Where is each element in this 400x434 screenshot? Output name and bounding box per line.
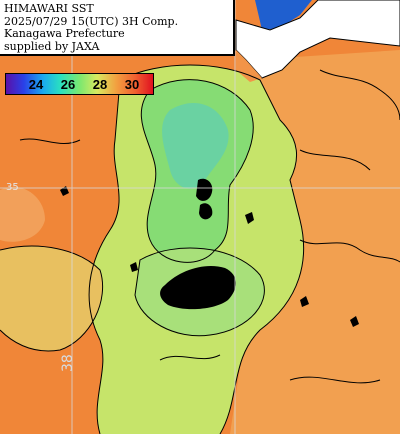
cloud-mask-speck: [130, 262, 138, 272]
scale-tick-label: 28: [92, 77, 108, 92]
longitude-label: 38: [60, 354, 76, 372]
cloud-mask-speck: [245, 212, 254, 224]
transition-band-left: [0, 246, 103, 351]
cloud-mask-small: [199, 203, 213, 220]
coldest-water-patch: [162, 102, 229, 189]
title-line-region: Kanagawa Prefecture: [4, 27, 125, 40]
temperature-contours: [0, 64, 400, 434]
title-line-datetime: 2025/07/29 15(UTC) 3H Comp.: [4, 14, 179, 28]
scale-tick-label: 30: [124, 77, 140, 92]
cloud-mask-large: [160, 265, 236, 310]
warm-patch-left: [0, 186, 45, 242]
title-panel: HIMAWARI SST 2025/07/29 15(UTC) 3H Comp.…: [0, 0, 235, 56]
coastal-warm-strip: [236, 50, 262, 82]
cloud-mask-speck: [350, 316, 359, 327]
latitude-label: 35: [6, 182, 19, 193]
title-line-credit: supplied by JAXA: [4, 39, 100, 53]
title-line-product: HIMAWARI SST: [4, 2, 94, 15]
color-scale: 24 26 28 30: [5, 73, 154, 95]
deep-water-top: [255, 0, 312, 30]
color-scale-gradient: [6, 74, 153, 94]
cloud-mask-speck: [300, 296, 309, 307]
scale-tick-label: 26: [60, 77, 76, 92]
cloud-mask-small: [196, 178, 213, 201]
scale-tick-label: 24: [28, 77, 44, 92]
